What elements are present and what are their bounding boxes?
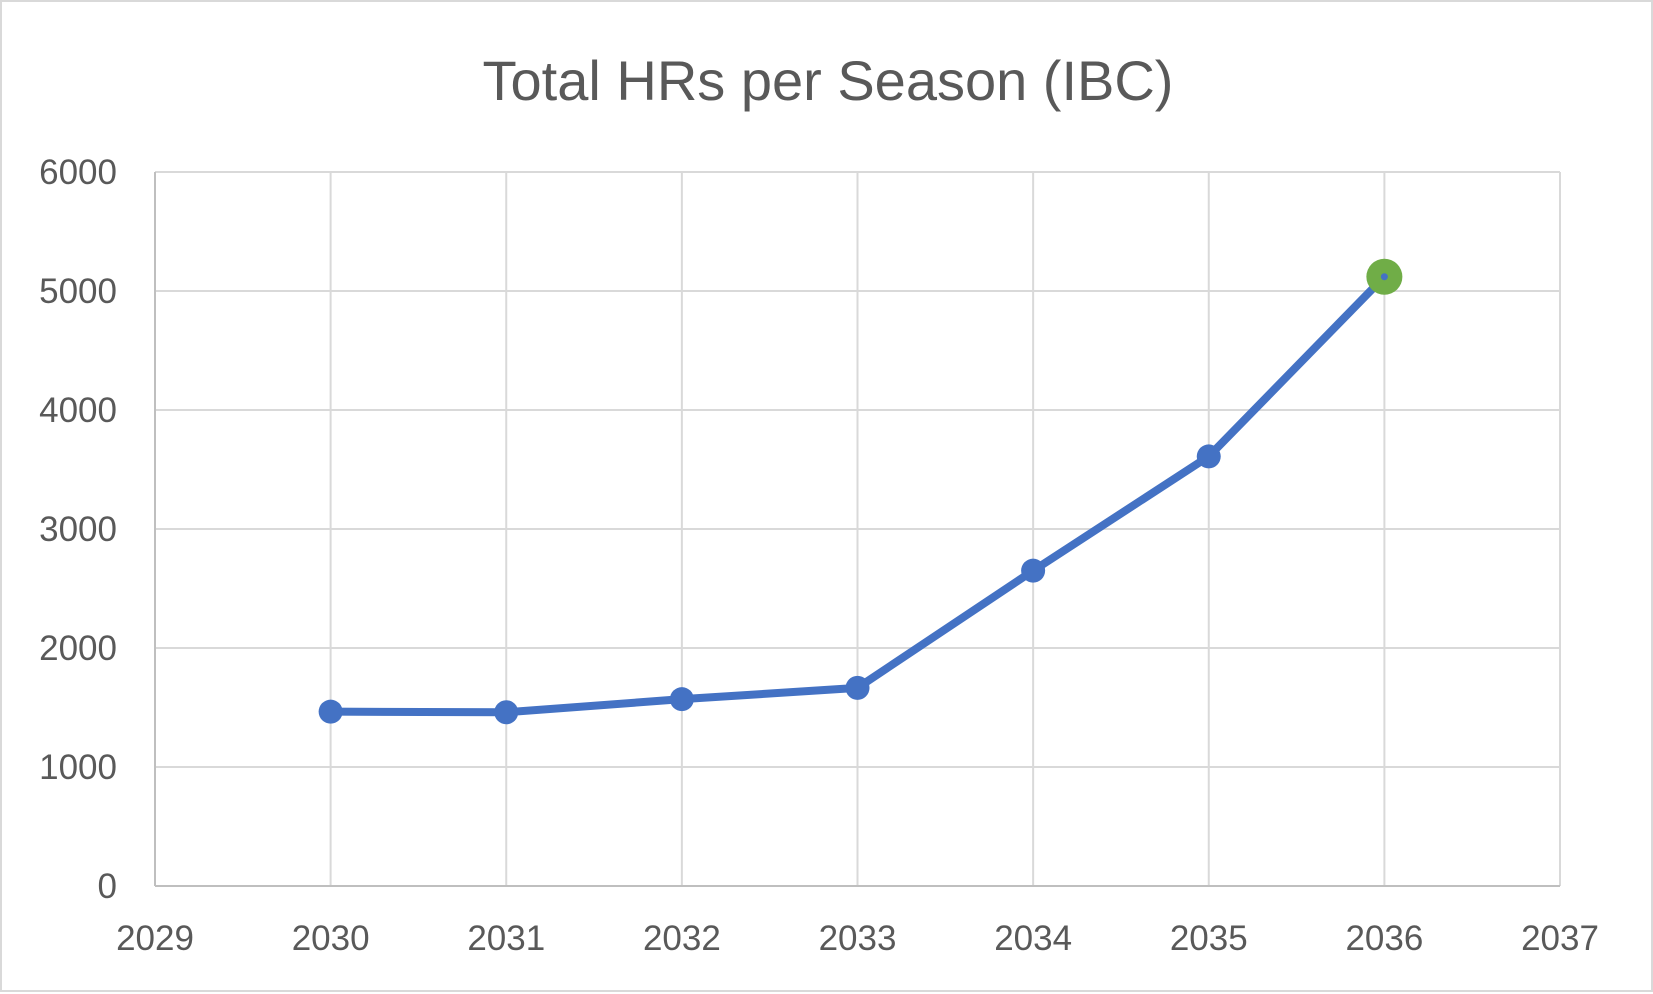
data-point: [1196, 444, 1221, 469]
x-tick-label: 2037: [1521, 919, 1599, 958]
x-tick-label: 2031: [467, 919, 545, 958]
x-tick-label: 2036: [1345, 919, 1423, 958]
y-tick-label: 2000: [39, 629, 117, 668]
data-point: [669, 687, 694, 712]
data-point: [318, 699, 343, 724]
series-plot: [318, 258, 1403, 725]
x-tick-label: 2029: [116, 919, 194, 958]
y-tick-label: 6000: [39, 153, 117, 192]
y-tick-label: 4000: [39, 391, 117, 430]
x-tick-label: 2033: [819, 919, 897, 958]
y-tick-label: 5000: [39, 272, 117, 311]
data-point: [1021, 558, 1046, 583]
y-tick-label: 1000: [39, 748, 117, 787]
gridlines: [155, 171, 1561, 886]
x-tick-label: 2032: [643, 919, 721, 958]
x-tick-label: 2035: [1170, 919, 1248, 958]
y-tick-label: 0: [98, 867, 117, 906]
x-tick-label: 2030: [292, 919, 370, 958]
y-tick-label: 3000: [39, 510, 117, 549]
highlighted-point-center: [1380, 273, 1388, 281]
axes: [154, 172, 1560, 887]
data-point: [494, 700, 519, 725]
tick-labels: 0 1000 2000 3000 4000 5000 6000 2029 2030 2031 203…: [39, 153, 1599, 958]
chart-title: Total HRs per Season (IBC): [483, 49, 1174, 112]
data-point: [845, 675, 870, 700]
x-tick-label: 2034: [994, 919, 1072, 958]
